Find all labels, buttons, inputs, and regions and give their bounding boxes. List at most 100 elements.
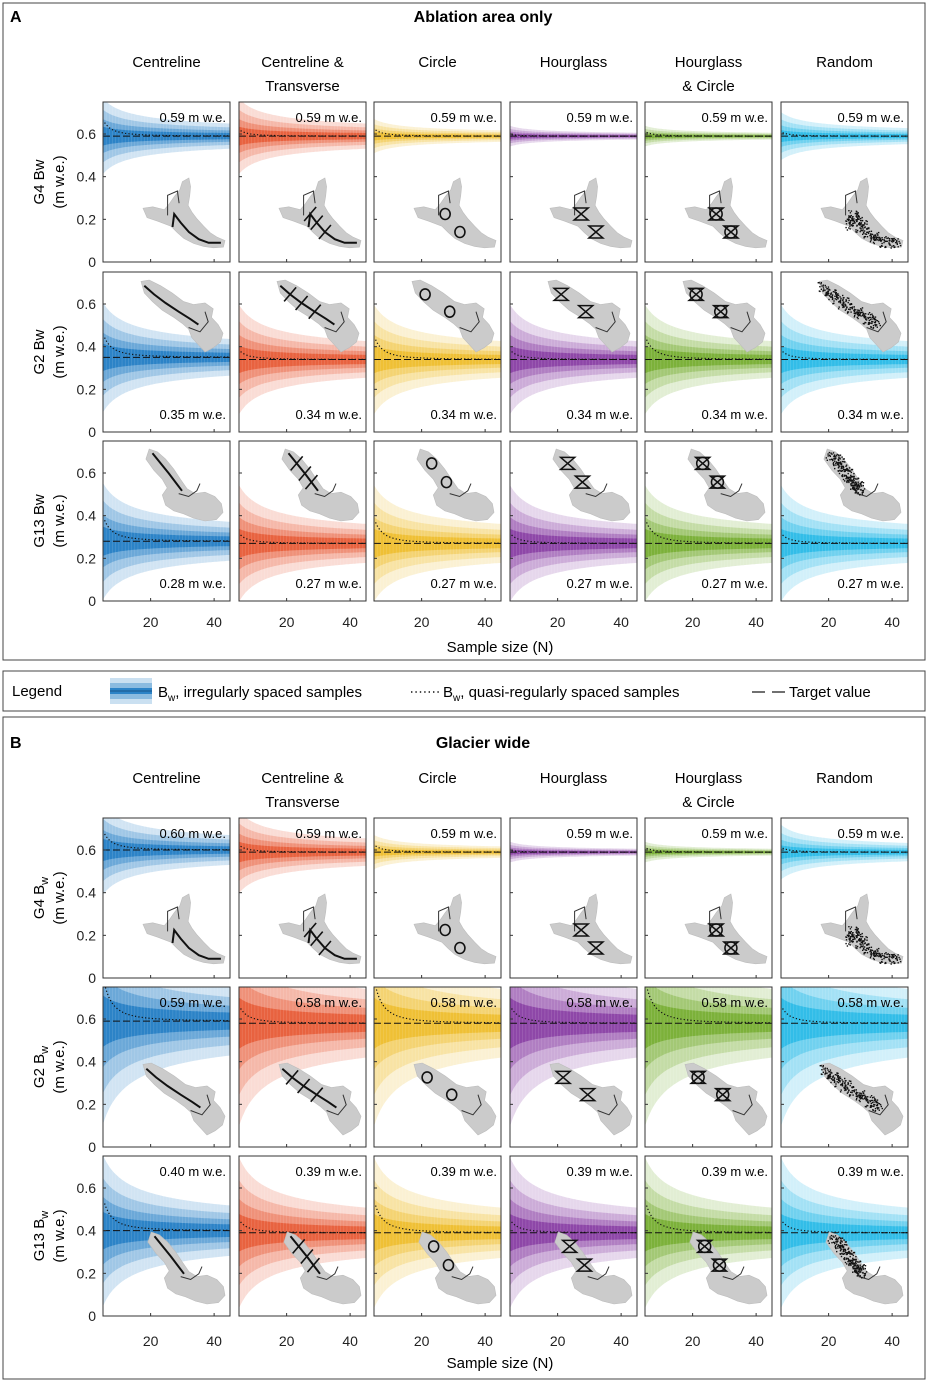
ablation-boundary [858,1266,881,1281]
random-sample-point [838,454,840,456]
random-sample-point [867,1105,869,1107]
random-sample-point [865,1097,868,1100]
random-sample-point [857,212,859,214]
random-sample-point [828,1242,830,1244]
target-annotation: 0.27 m w.e. [431,576,497,591]
random-sample-point [871,953,873,955]
random-sample-point [832,462,835,464]
y-tick-label: 0.4 [77,885,97,901]
circle-sample [439,923,451,937]
random-sample-point [842,298,844,301]
random-sample-point [875,955,877,957]
subplot: 0.58 m w.e. [644,986,773,1148]
quasi-regular-curve [375,1205,501,1234]
random-sample-point [837,1076,839,1078]
random-sample-point [853,1262,855,1265]
random-sample-point [855,1263,857,1265]
random-sample-point [868,322,871,324]
subplot: 0.59 m w.e. [238,817,367,979]
random-sample-point [891,245,893,247]
random-sample-point [839,1077,842,1080]
glacier-outline [147,1231,226,1305]
random-sample-point [863,946,866,948]
subplot: 0.59 m w.e. [780,817,909,979]
x-tick-label: 20 [143,1333,159,1349]
glacier-outline [549,1062,633,1136]
transverse-line [298,465,312,482]
random-sample-point [853,310,856,313]
x-tick-label: 20 [685,614,701,630]
random-sample-point [857,931,859,934]
random-sample-point [827,1077,829,1080]
random-sample-point [844,1082,846,1085]
random-sample-point [866,228,868,230]
y-tick-label: 0 [88,1139,96,1155]
random-sample-point [831,1072,833,1074]
plot-border [780,986,909,1148]
random-sample-point [859,314,861,316]
random-sample-point [860,308,862,310]
plot-area [510,102,637,262]
random-sample-point [844,305,847,307]
plot-border [373,440,502,602]
random-sample-point [848,1250,850,1253]
random-sample-point [853,488,855,490]
random-sample-point [842,478,845,481]
random-sample-point [830,1234,833,1237]
random-sample-point [839,454,842,456]
random-sample-point [842,303,845,305]
sample-line [279,285,335,326]
plot-border [238,817,367,979]
target-annotation: 0.59 m w.e. [296,110,362,125]
random-sample-point [851,1091,853,1094]
random-sample-point [858,1099,860,1102]
random-sample-point [857,314,860,317]
circle-sample [425,457,438,470]
panel-B: B Glacier wide Centreline Centreline & Trans… [2,716,926,1380]
ablation-boundary [595,311,616,333]
random-sample-point [896,957,898,959]
random-sample-point [864,222,866,224]
random-sample-point [839,302,842,304]
column-title: Hourglass [675,54,743,71]
random-sample-point [860,938,863,940]
random-sample-point [861,226,863,228]
sample-line [171,211,221,244]
random-sample-point [855,212,857,215]
random-sample-point [857,218,859,220]
random-sample-point [855,1099,858,1101]
random-sample-point [856,490,858,492]
random-sample-point [828,1071,830,1073]
random-sample-point [859,224,861,226]
random-sample-point [840,1238,842,1240]
random-sample-point [888,242,890,244]
random-sample-point [856,225,858,227]
plot-border [509,101,638,263]
random-sample-point [874,952,876,954]
random-sample-point [876,955,879,957]
random-sample-point [850,483,852,486]
quasi-regular-curve [646,522,772,544]
ablation-boundary [438,906,451,932]
random-sample-point [838,1236,840,1239]
random-sample-point [887,237,889,239]
random-sample-point [822,286,825,288]
random-sample-point [831,297,834,299]
random-sample-point [855,482,857,485]
random-sample-point [839,469,841,472]
random-sample-point [873,1103,875,1106]
random-sample-point [839,300,841,303]
random-sample-point [827,455,829,457]
random-sample-point [845,220,847,222]
x-tick-label: 40 [342,1333,358,1349]
random-sample-point [891,957,894,959]
random-sample-point [850,476,852,478]
random-sample-point [874,1107,877,1110]
random-sample-point [845,1253,848,1256]
transverse-line [306,1257,321,1273]
random-sample-point [849,1259,851,1262]
random-sample-point [856,1261,859,1263]
subplot: 0.59 m w.e. [780,101,909,263]
x-tick-label: 40 [206,614,222,630]
